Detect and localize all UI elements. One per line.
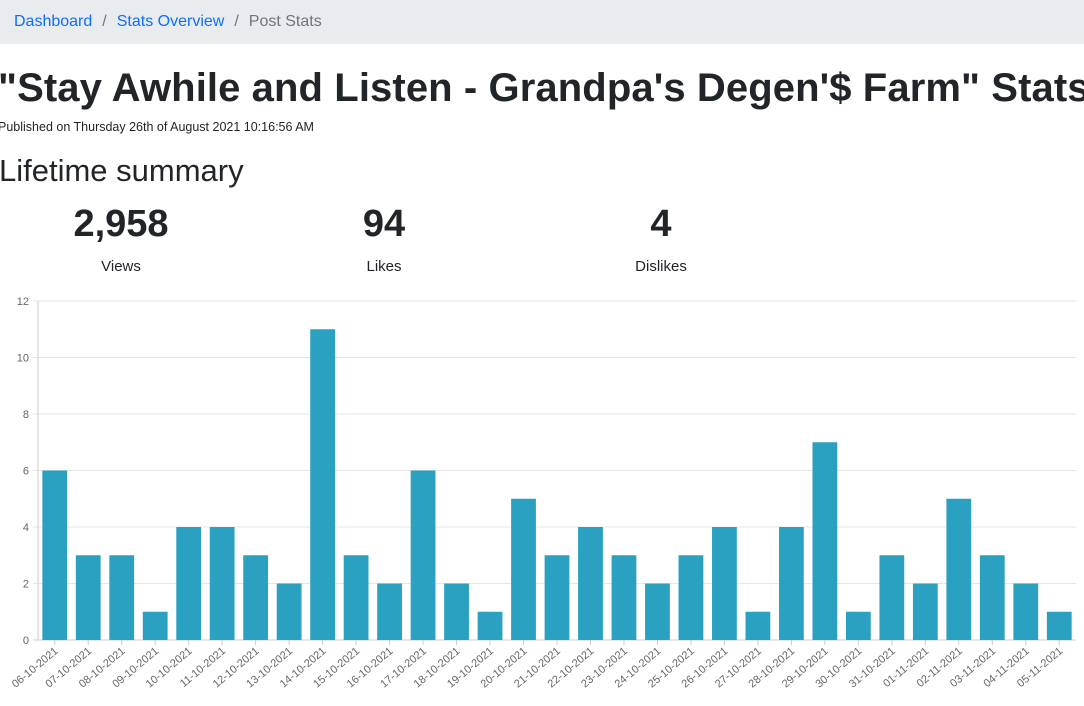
breadcrumb-separator: / bbox=[102, 13, 107, 30]
chart-bar bbox=[879, 555, 905, 640]
views-bar-chart: 02468101206-10-202107-10-202108-10-20210… bbox=[10, 296, 1076, 690]
chart-bar bbox=[511, 498, 536, 640]
breadcrumb: Dashboard / Stats Overview / Post Stats bbox=[0, 0, 1084, 44]
chart-bar bbox=[578, 527, 603, 640]
chart-bar bbox=[544, 555, 570, 640]
chart-bar bbox=[243, 555, 269, 640]
y-tick-label: 0 bbox=[23, 635, 29, 647]
chart-bar bbox=[611, 555, 637, 640]
breadcrumb-separator: / bbox=[234, 13, 239, 30]
views-count: 2,958 bbox=[73, 203, 169, 245]
chart-bar bbox=[712, 527, 737, 640]
y-tick-label: 2 bbox=[23, 579, 29, 591]
y-tick-label: 12 bbox=[17, 296, 29, 308]
chart-bar bbox=[678, 555, 704, 640]
chart-bar bbox=[343, 555, 369, 640]
chart-bar bbox=[745, 611, 771, 640]
views-stat: 2,958 Views bbox=[21, 200, 221, 275]
breadcrumb-current-page: Post Stats bbox=[248, 13, 322, 30]
chart-bar bbox=[310, 329, 336, 640]
y-tick-label: 8 bbox=[23, 409, 29, 421]
dislikes-count: 4 bbox=[650, 203, 672, 245]
y-tick-label: 6 bbox=[23, 466, 29, 478]
chart-bar bbox=[1046, 611, 1072, 640]
chart-bar bbox=[1013, 583, 1039, 640]
views-label: Views bbox=[101, 258, 141, 275]
chart-bar bbox=[276, 583, 302, 640]
chart-bar bbox=[778, 527, 804, 640]
dislikes-label: Dislikes bbox=[635, 258, 687, 275]
chart-bar bbox=[812, 442, 838, 640]
lifetime-summary-heading: Lifetime summary bbox=[0, 153, 244, 188]
page-title: "Stay Awhile and Listen - Grandpa's Dege… bbox=[0, 66, 1084, 110]
chart-bar bbox=[75, 555, 101, 640]
chart-bar bbox=[912, 583, 938, 640]
chart-bar bbox=[109, 555, 135, 640]
chart-bar bbox=[410, 470, 436, 640]
chart-bar bbox=[42, 470, 68, 640]
dislikes-stat: 4 Dislikes bbox=[561, 200, 761, 275]
y-tick-label: 4 bbox=[23, 522, 29, 534]
likes-label: Likes bbox=[366, 258, 402, 275]
likes-stat: 94 Likes bbox=[284, 200, 484, 275]
breadcrumb-dashboard-link[interactable]: Dashboard bbox=[14, 13, 93, 30]
chart-bar bbox=[176, 527, 202, 640]
chart-bar bbox=[946, 498, 972, 640]
chart-bar bbox=[845, 611, 871, 640]
likes-count: 94 bbox=[362, 203, 406, 245]
chart-bar bbox=[477, 611, 503, 640]
chart-bar bbox=[444, 583, 469, 640]
chart-bar bbox=[377, 583, 402, 640]
y-tick-label: 10 bbox=[17, 353, 29, 365]
breadcrumb-stats-overview-link[interactable]: Stats Overview bbox=[116, 13, 225, 30]
chart-bar bbox=[209, 527, 235, 640]
chart-bar bbox=[979, 555, 1005, 640]
published-date: Published on Thursday 26th of August 202… bbox=[0, 120, 314, 134]
chart-bar bbox=[645, 583, 670, 640]
chart-bar bbox=[142, 611, 168, 640]
